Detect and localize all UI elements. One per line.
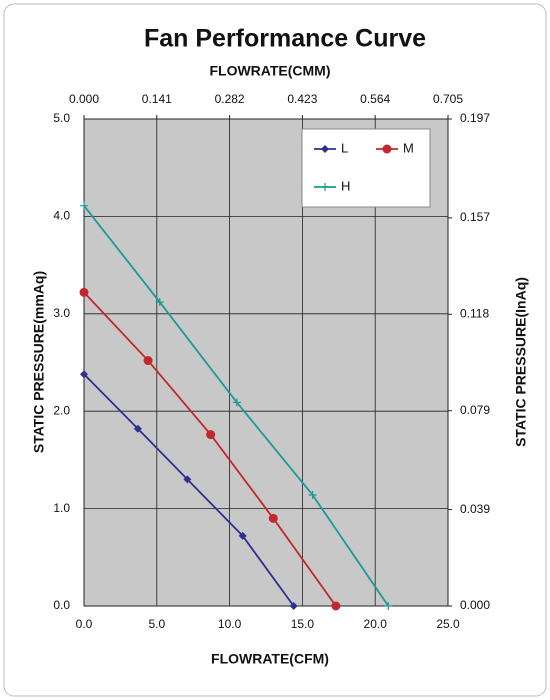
x-tick-label: 5.0 xyxy=(148,617,165,631)
marker xyxy=(206,430,216,440)
x2-tick-label: 0.000 xyxy=(69,92,99,106)
x-tick-label: 20.0 xyxy=(364,617,388,631)
marker xyxy=(155,298,164,307)
marker xyxy=(80,370,88,379)
legend-marker xyxy=(321,145,329,153)
y-tick-label: 2.0 xyxy=(53,403,70,417)
x-tick-label: 15.0 xyxy=(291,617,315,631)
x-axis-label: FLOWRATE(CFM) xyxy=(211,651,329,667)
legend-marker xyxy=(382,144,392,154)
y2-tick-label: 0.000 xyxy=(460,598,490,612)
legend-label: M xyxy=(403,140,414,155)
x-tick-label: 25.0 xyxy=(436,617,460,631)
marker xyxy=(308,490,317,499)
marker xyxy=(143,356,153,366)
marker xyxy=(331,601,341,611)
y-tick-label: 1.0 xyxy=(53,501,70,515)
x2-tick-label: 0.564 xyxy=(360,92,390,106)
marker xyxy=(289,602,298,610)
marker xyxy=(80,201,88,210)
marker xyxy=(133,424,142,433)
x-tick-label: 10.0 xyxy=(218,617,242,631)
chart-title: Fan Performance Curve xyxy=(144,25,426,53)
legend-label: H xyxy=(341,178,350,193)
marker xyxy=(232,398,241,407)
x2-axis-label: FLOWRATE(CMM) xyxy=(209,63,330,79)
y-tick-label: 0.0 xyxy=(53,598,70,612)
marker xyxy=(79,287,89,297)
marker xyxy=(183,475,192,484)
y-tick-label: 4.0 xyxy=(53,209,70,223)
legend-label: L xyxy=(341,140,348,155)
marker xyxy=(268,513,278,523)
marker xyxy=(238,531,247,540)
legend-box xyxy=(301,128,431,208)
x2-tick-label: 0.141 xyxy=(142,92,172,106)
y2-axis-label: STATIC PRESSURE(InAq) xyxy=(513,277,529,447)
x-tick-label: 0.0 xyxy=(76,617,93,631)
x2-tick-label: 0.282 xyxy=(215,92,245,106)
y2-tick-label: 0.039 xyxy=(460,502,490,516)
y2-tick-label: 0.079 xyxy=(460,403,490,417)
y-tick-label: 5.0 xyxy=(53,111,70,125)
x2-tick-label: 0.705 xyxy=(433,92,463,106)
legend-marker xyxy=(321,183,329,191)
plot-border xyxy=(83,118,449,607)
y2-tick-label: 0.118 xyxy=(460,306,489,320)
marker xyxy=(384,602,393,610)
y-tick-label: 3.0 xyxy=(53,306,70,320)
x2-tick-label: 0.423 xyxy=(287,92,317,106)
y2-tick-label: 0.157 xyxy=(460,210,490,224)
y2-tick-label: 0.197 xyxy=(460,111,490,125)
y-axis-label: STATIC PRESSURE(mmAq) xyxy=(31,271,47,453)
